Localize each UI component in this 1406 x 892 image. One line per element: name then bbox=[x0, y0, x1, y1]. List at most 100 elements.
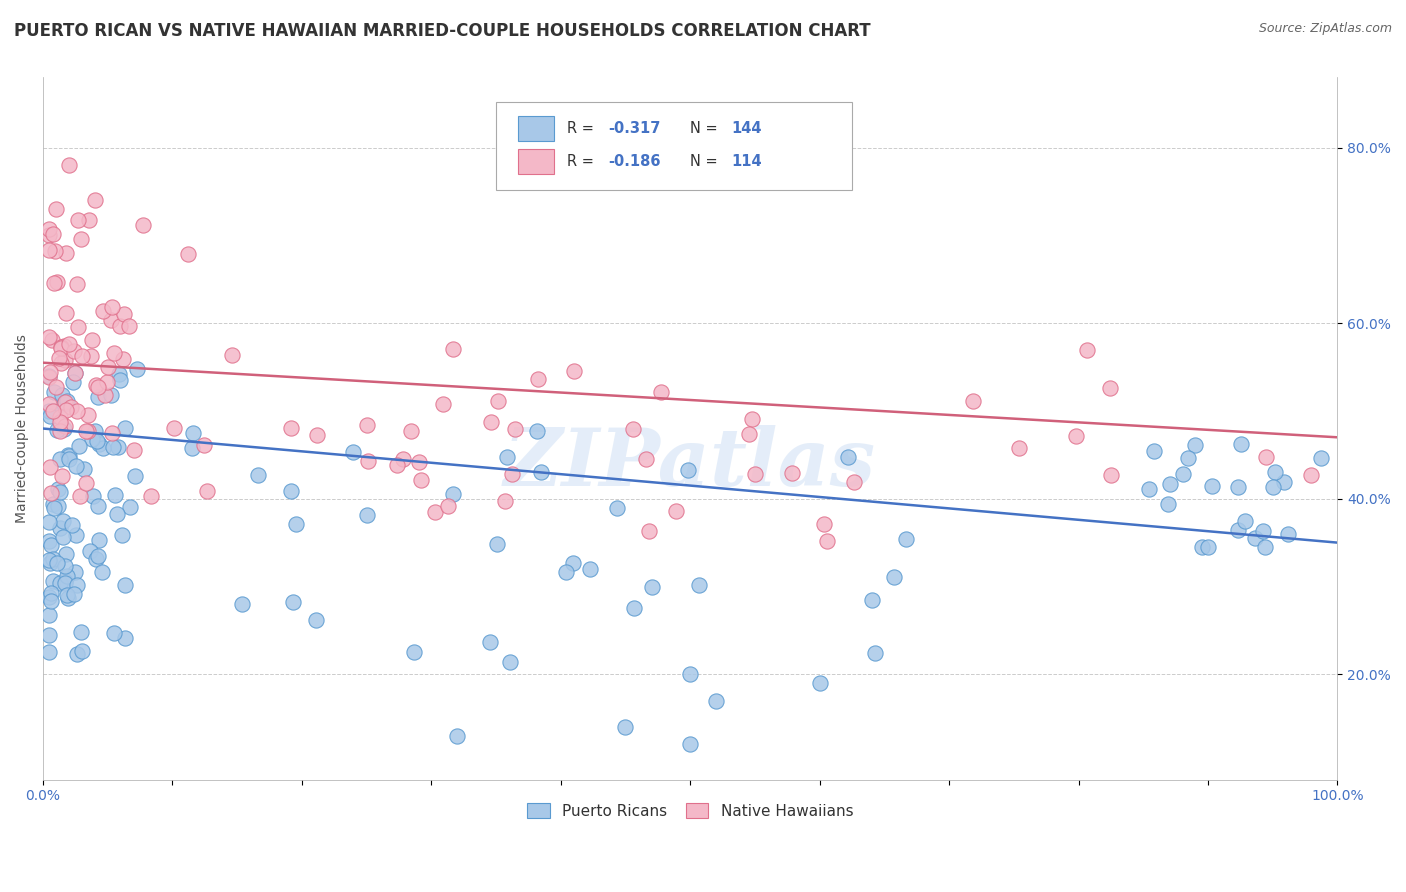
Point bbox=[41, 486, 63, 500]
Point bbox=[48, 351, 70, 366]
Point bbox=[38, 533, 60, 548]
Point bbox=[392, 452, 415, 467]
Point bbox=[865, 646, 887, 660]
Point bbox=[1076, 343, 1098, 357]
Point bbox=[42, 497, 65, 511]
Point bbox=[111, 528, 134, 542]
Point bbox=[357, 454, 380, 468]
Point bbox=[87, 499, 110, 513]
Point bbox=[221, 348, 243, 362]
Point bbox=[38, 460, 60, 475]
Point bbox=[808, 676, 831, 690]
Point bbox=[69, 232, 91, 246]
Point bbox=[66, 647, 89, 661]
Point bbox=[527, 372, 550, 386]
Text: R =: R = bbox=[567, 121, 599, 136]
Point bbox=[49, 415, 72, 429]
Point bbox=[114, 578, 136, 592]
Point bbox=[356, 508, 378, 522]
Point bbox=[69, 489, 91, 503]
Point bbox=[108, 319, 131, 334]
Point bbox=[38, 369, 60, 384]
Point bbox=[139, 489, 162, 503]
Point bbox=[42, 501, 65, 516]
Point bbox=[183, 426, 205, 441]
Point bbox=[66, 320, 89, 334]
Point bbox=[486, 537, 509, 551]
Point bbox=[53, 418, 76, 433]
Point bbox=[38, 409, 60, 423]
Point bbox=[231, 597, 253, 611]
Point bbox=[526, 425, 548, 439]
Point bbox=[46, 482, 69, 496]
Text: 114: 114 bbox=[731, 154, 762, 169]
Point bbox=[41, 594, 63, 608]
Point bbox=[38, 397, 60, 411]
Bar bbox=[517, 149, 554, 174]
Point bbox=[842, 475, 865, 490]
Point bbox=[56, 591, 79, 605]
Point bbox=[38, 365, 60, 379]
Point bbox=[443, 487, 465, 501]
Point bbox=[38, 553, 60, 567]
Point bbox=[48, 521, 70, 535]
Point bbox=[51, 388, 73, 402]
Point bbox=[641, 580, 664, 594]
Point bbox=[305, 613, 328, 627]
Point bbox=[53, 353, 76, 368]
Point bbox=[103, 346, 125, 360]
Point bbox=[56, 588, 79, 602]
Point bbox=[1201, 479, 1223, 493]
Point bbox=[678, 462, 700, 476]
Point bbox=[1066, 428, 1088, 442]
Point bbox=[42, 227, 65, 242]
Point bbox=[51, 341, 73, 355]
Point bbox=[49, 356, 72, 370]
Point bbox=[114, 421, 136, 435]
Point bbox=[478, 635, 501, 649]
Point bbox=[107, 440, 129, 454]
Point bbox=[63, 367, 86, 381]
Text: -0.186: -0.186 bbox=[609, 154, 661, 169]
Point bbox=[1234, 514, 1257, 528]
Point bbox=[1277, 526, 1299, 541]
Point bbox=[195, 483, 218, 498]
Point bbox=[39, 557, 62, 571]
Point bbox=[55, 547, 77, 561]
Point bbox=[1173, 467, 1195, 482]
Point bbox=[53, 558, 76, 573]
Point bbox=[103, 626, 125, 640]
Bar bbox=[517, 116, 554, 141]
Point bbox=[813, 517, 835, 532]
Point bbox=[101, 426, 124, 441]
Point bbox=[42, 404, 65, 418]
Point bbox=[66, 578, 89, 592]
Point bbox=[49, 576, 72, 591]
Text: -0.317: -0.317 bbox=[609, 121, 661, 136]
Point bbox=[127, 361, 149, 376]
Point bbox=[124, 469, 146, 483]
Point bbox=[688, 578, 710, 592]
Point bbox=[103, 488, 125, 502]
Text: Source: ZipAtlas.com: Source: ZipAtlas.com bbox=[1258, 22, 1392, 36]
Point bbox=[124, 443, 146, 458]
Point bbox=[42, 276, 65, 290]
Point bbox=[49, 451, 72, 466]
Point bbox=[614, 720, 637, 734]
Point bbox=[38, 590, 60, 604]
Point bbox=[53, 422, 76, 436]
Point bbox=[780, 466, 803, 480]
Point bbox=[58, 336, 80, 351]
Point bbox=[679, 738, 702, 752]
Point bbox=[63, 344, 86, 359]
Point bbox=[91, 441, 114, 455]
Point bbox=[89, 533, 111, 547]
Point bbox=[53, 397, 76, 411]
Point bbox=[1177, 450, 1199, 465]
Point bbox=[387, 458, 409, 473]
Point bbox=[46, 424, 69, 438]
Point bbox=[1159, 477, 1181, 491]
Point bbox=[45, 379, 67, 393]
Point bbox=[1191, 540, 1213, 554]
Point bbox=[53, 394, 76, 409]
